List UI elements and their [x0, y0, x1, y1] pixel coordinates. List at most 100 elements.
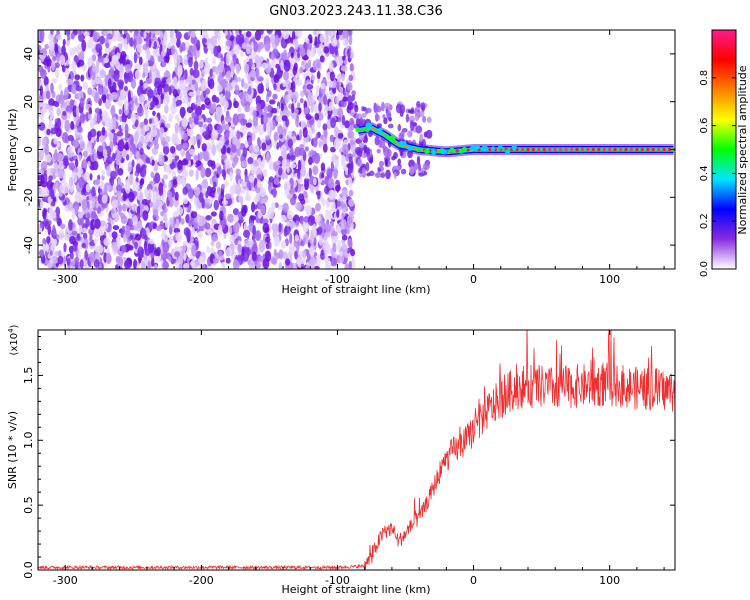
noise-blob — [99, 180, 105, 190]
noise-blob — [68, 48, 76, 56]
transition-blob — [419, 133, 424, 143]
noise-blob — [96, 112, 100, 125]
noise-blob — [111, 231, 118, 239]
noise-blob — [106, 184, 111, 192]
noise-blob — [305, 173, 309, 179]
noise-blob — [109, 177, 113, 184]
noise-blob — [321, 197, 326, 207]
transition-blob — [375, 112, 379, 123]
noise-blob — [71, 83, 77, 95]
noise-blob — [66, 257, 71, 266]
noise-blob — [158, 154, 165, 166]
noise-blob — [280, 103, 284, 112]
noise-blob — [283, 180, 291, 193]
noise-blob — [97, 55, 105, 63]
colorbar-frame — [711, 29, 737, 270]
signal-blob — [355, 127, 361, 133]
noise-blob — [174, 123, 179, 131]
noise-blob — [332, 108, 339, 116]
noise-blob — [122, 33, 126, 39]
noise-blob — [198, 121, 204, 128]
noise-blob — [54, 62, 60, 69]
noise-blob — [158, 188, 164, 196]
noise-blob — [200, 167, 206, 179]
noise-blob — [341, 234, 348, 241]
noise-blob — [286, 221, 291, 227]
noise-blob — [300, 119, 306, 130]
noise-blob — [76, 192, 82, 203]
noise-blob — [76, 61, 81, 67]
noise-blob — [58, 83, 63, 91]
noise-blob — [69, 99, 74, 108]
noise-blob — [95, 43, 103, 53]
noise-blob — [209, 106, 215, 115]
noise-blob — [155, 225, 163, 231]
noise-blob — [289, 233, 293, 244]
noise-blob — [143, 234, 148, 241]
noise-blob — [68, 162, 75, 171]
signal-blob — [461, 146, 468, 152]
noise-blob — [301, 249, 307, 259]
noise-blob — [298, 147, 306, 156]
noise-blob — [182, 142, 189, 150]
noise-blob — [303, 236, 307, 243]
noise-blob — [113, 243, 118, 254]
noise-blob — [304, 146, 309, 152]
noise-blob — [270, 257, 278, 265]
noise-blob — [77, 250, 81, 261]
noise-blob — [87, 87, 93, 96]
noise-blob — [172, 76, 178, 87]
noise-blob — [174, 155, 180, 161]
noise-blob — [305, 62, 309, 71]
noise-blob — [128, 30, 134, 33]
noise-blob — [130, 112, 137, 123]
noise-blob — [103, 57, 109, 64]
transition-blob — [388, 123, 394, 129]
noise-blob — [111, 199, 119, 209]
noise-blob — [77, 233, 81, 241]
noise-blob — [214, 191, 219, 199]
noise-blob — [101, 117, 109, 123]
noise-blob — [320, 249, 324, 256]
noise-blob — [209, 68, 213, 78]
noise-blob — [290, 52, 294, 59]
noise-blob — [229, 171, 233, 182]
noise-blob — [196, 39, 201, 52]
noise-blob — [46, 90, 51, 100]
noise-blob — [291, 103, 295, 114]
noise-blob — [299, 98, 304, 104]
noise-blob — [202, 37, 207, 44]
noise-blob — [217, 166, 222, 175]
noise-blob — [238, 113, 246, 119]
noise-blob — [289, 37, 294, 44]
noise-blob — [174, 191, 179, 201]
signal-blob — [431, 149, 437, 155]
noise-blob — [105, 252, 112, 265]
noise-blob — [314, 113, 320, 121]
noise-blob — [285, 159, 291, 169]
noise-blob — [57, 170, 65, 179]
x-tick-label: -300 — [53, 574, 78, 587]
noise-blob — [342, 55, 346, 61]
noise-blob — [341, 189, 348, 197]
noise-blob — [87, 161, 91, 167]
noise-blob — [67, 111, 71, 120]
noise-blob — [38, 175, 44, 181]
noise-blob — [318, 140, 322, 148]
noise-blob — [246, 45, 253, 55]
transition-blob — [399, 104, 406, 114]
noise-blob — [162, 241, 170, 254]
noise-blob — [212, 57, 216, 65]
noise-blob — [46, 262, 54, 268]
noise-blob — [131, 203, 138, 212]
noise-blob — [94, 228, 100, 238]
noise-blob — [335, 31, 340, 41]
noise-blob — [145, 191, 152, 201]
noise-blob — [77, 211, 84, 219]
noise-blob — [172, 96, 177, 109]
noise-blob — [334, 257, 338, 267]
transition-blob — [382, 114, 386, 119]
noise-blob — [314, 36, 318, 46]
noise-blob — [198, 255, 205, 266]
noise-blob — [133, 259, 138, 269]
